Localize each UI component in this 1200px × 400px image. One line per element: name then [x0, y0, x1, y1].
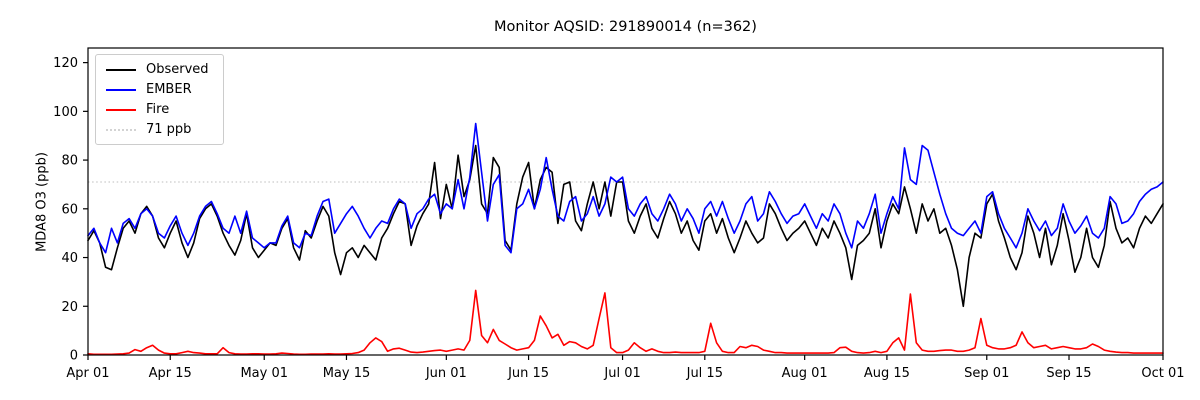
x-tick-label: May 15 [323, 366, 371, 381]
x-tick-label: Jul 15 [686, 366, 723, 381]
y-tick-label: 60 [61, 202, 78, 217]
series-line-ember [87, 122, 1164, 254]
series-line-observed [87, 144, 1164, 308]
legend-item-observed: Observed [106, 63, 209, 76]
x-tick-label: Apr 15 [149, 366, 192, 381]
x-tick-label: Apr 01 [66, 366, 109, 381]
plot-border [87, 47, 1164, 356]
y-tick-label: 40 [61, 251, 78, 266]
legend-label: 71 ppb [146, 122, 192, 137]
legend-label: Observed [146, 62, 209, 77]
legend-swatch-threshold-71ppb [106, 128, 136, 131]
legend-item-ember: EMBER [106, 83, 209, 96]
x-tick-label: Jun 15 [507, 366, 549, 381]
legend-item-fire: Fire [106, 103, 209, 116]
y-tick-label: 80 [61, 154, 78, 169]
x-tick-label: Oct 01 [1141, 366, 1184, 381]
legend-swatch-fire [106, 108, 136, 111]
legend-label: EMBER [146, 82, 192, 97]
x-tick-label: May 01 [240, 366, 288, 381]
x-tick-label: Aug 15 [864, 366, 910, 381]
legend-item-threshold: 71 ppb [106, 123, 209, 136]
y-tick-label: 0 [70, 349, 78, 364]
x-tick-label: Sep 15 [1046, 366, 1091, 381]
x-tick-label: Aug 01 [782, 366, 828, 381]
x-tick-label: Jun 01 [425, 366, 467, 381]
y-tick-label: 100 [53, 105, 78, 120]
legend-label: Fire [146, 102, 170, 117]
chart-title: Monitor AQSID: 291890014 (n=362) [494, 19, 757, 35]
series-line-fire [87, 289, 1164, 356]
x-tick-label: Jul 01 [603, 366, 640, 381]
y-tick-label: 120 [53, 56, 78, 71]
y-tick-label: 20 [61, 300, 78, 315]
x-tick-label: Sep 01 [964, 366, 1009, 381]
legend-swatch-ember [106, 88, 136, 91]
legend-swatch-observed [106, 68, 136, 71]
legend: Observed EMBER Fire 71 ppb [95, 54, 224, 145]
